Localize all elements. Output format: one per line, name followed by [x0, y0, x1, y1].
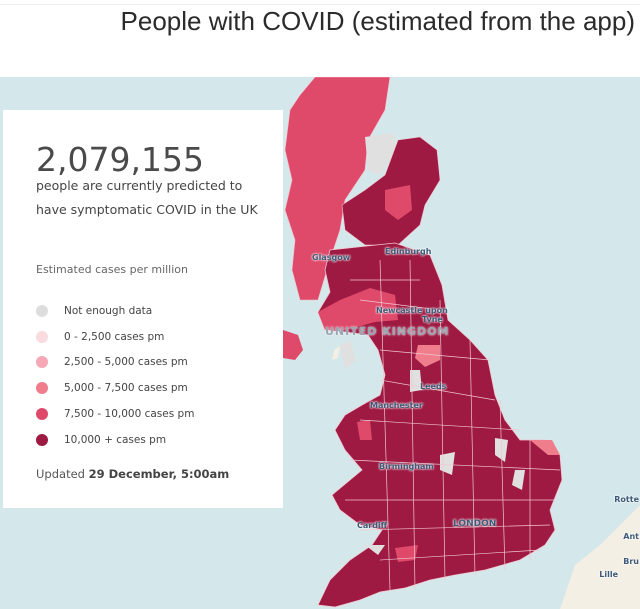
map-label-cardiff: Cardiff [357, 521, 388, 530]
map-label-lille: Lille [599, 570, 618, 579]
legend: Not enough data 0 - 2,500 cases pm 2,500… [36, 298, 194, 453]
grey-area [365, 133, 398, 175]
map-label-leeds: Leeds [420, 382, 447, 391]
pink-area [385, 185, 412, 220]
page-title: People with COVID (estimated from the ap… [120, 6, 635, 36]
grey-area [440, 452, 455, 475]
legend-item: 2,500 - 5,000 cases pm [36, 350, 194, 376]
legend-item: Not enough data [36, 298, 194, 324]
pink-area [415, 345, 440, 367]
grey-area [512, 470, 525, 490]
legend-label: 0 - 2,500 cases pm [64, 330, 165, 343]
updated-text: Updated 29 December, 5:00am [36, 467, 229, 481]
legend-dot-icon [36, 330, 48, 343]
map-label-glasgow: Glasgow [312, 253, 351, 262]
legend-item: 0 - 2,500 cases pm [36, 324, 194, 350]
legend-item: 7,500 - 10,000 cases pm [36, 401, 194, 427]
pink-area [357, 420, 372, 440]
map-label-birmingham: Birmingham [379, 462, 434, 471]
region-borders [345, 259, 561, 591]
map-label-rotterdam: Rotte [614, 495, 639, 504]
legend-dot-icon [36, 382, 48, 395]
northern-ireland [283, 330, 303, 360]
isle-of-man [332, 346, 340, 360]
legend-dot-icon [36, 356, 48, 369]
header-divider [0, 4, 640, 5]
map-label-london: LONDON [453, 519, 497, 529]
legend-item: 10,000 + cases pm [36, 427, 194, 453]
scotland-highlands [284, 77, 391, 301]
summary-panel: 2,079,155 people are currently predicted… [3, 110, 283, 508]
legend-label: Not enough data [64, 304, 153, 317]
map-label-edinburgh: Edinburgh [385, 247, 432, 256]
updated-value: 29 December, 5:00am [88, 467, 230, 481]
grey-area [365, 545, 385, 555]
map-shapes [283, 77, 640, 609]
case-count: 2,079,155 [36, 140, 204, 179]
map-label-newcastle: Newcastle upon [376, 306, 448, 315]
case-description: people are currently predicted to have s… [36, 178, 258, 217]
map-label-antwerp: Ant [623, 532, 639, 541]
legend-label: 7,500 - 10,000 cases pm [64, 408, 195, 421]
legend-label: 5,000 - 7,500 cases pm [64, 382, 188, 395]
map-label-brussels: Bru [623, 557, 639, 566]
legend-label: 2,500 - 5,000 cases pm [64, 356, 188, 369]
legend-dot-icon [36, 433, 48, 446]
continent-land [560, 505, 640, 609]
pink-area [530, 440, 560, 455]
map-label-newcastle-line2: Tyne [422, 315, 443, 324]
pink-area [318, 288, 398, 330]
map-label-country: UNITED KINGDOM [325, 325, 450, 338]
map-label-manchester: Manchester [370, 401, 423, 410]
grey-area [340, 340, 356, 370]
updated-prefix: Updated [36, 467, 85, 481]
legend-dot-icon [36, 304, 48, 317]
legend-title: Estimated cases per million [36, 263, 188, 276]
legend-dot-icon [36, 408, 48, 421]
legend-item: 5,000 - 7,500 cases pm [36, 375, 194, 401]
legend-label: 10,000 + cases pm [64, 433, 167, 446]
